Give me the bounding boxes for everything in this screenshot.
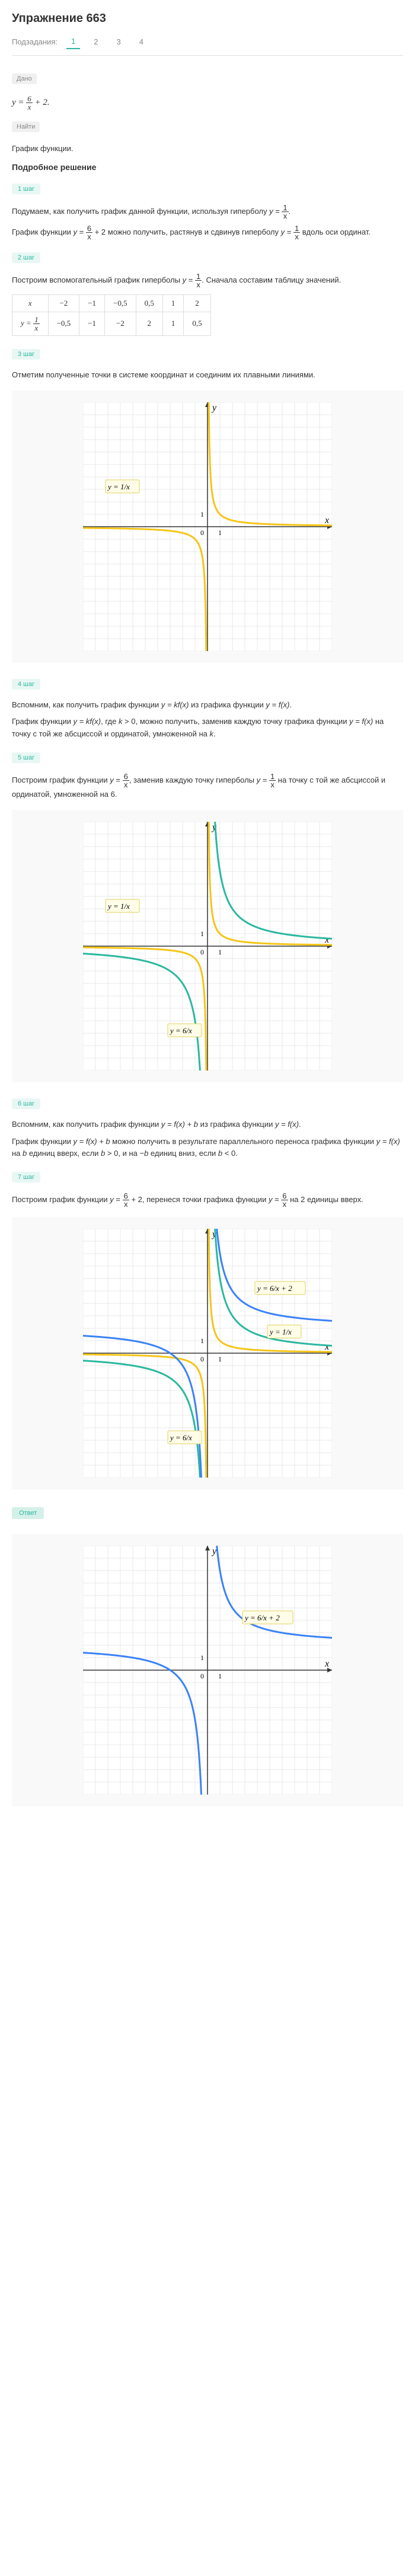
svg-text:y: y: [211, 1546, 217, 1556]
svg-text:1: 1: [218, 1672, 222, 1680]
graph-3: xy011y = 6/x + 2y = 1/xy = 6/x: [83, 1229, 332, 1478]
table-cell: −0,5: [105, 294, 136, 312]
svg-text:y = 6/x: y = 6/x: [169, 1433, 192, 1442]
table-row: x −2 −1 −0,5 0,5 1 2: [12, 294, 211, 312]
subtask-1[interactable]: 1: [66, 34, 80, 49]
svg-text:1: 1: [218, 1355, 222, 1363]
given-label: Дано: [12, 73, 37, 84]
svg-text:y = 6/x: y = 6/x: [169, 1026, 192, 1035]
svg-text:1: 1: [218, 528, 222, 537]
subtasks-nav: Подзадания: 1 2 3 4: [12, 34, 403, 56]
table-cell: 1: [162, 294, 184, 312]
svg-text:1: 1: [200, 1337, 204, 1345]
subtask-2[interactable]: 2: [89, 35, 103, 49]
step-4-text: Вспомним, как получить график функции y …: [12, 699, 403, 712]
given-formula: y = 6x + 2.: [12, 95, 403, 111]
graph-answer: x y 0 1 1 y = 6/x + 2: [83, 1546, 332, 1795]
table-row: y = 1x −0,5 −1 −2 2 1 0,5: [12, 312, 211, 335]
step-2-text: Построим вспомогательный график гипербол…: [12, 273, 403, 289]
find-text: График функции.: [12, 143, 403, 155]
svg-text:x: x: [324, 515, 329, 526]
svg-text:1: 1: [200, 1654, 204, 1662]
graph-1: x y 0 1 1 y = 1/x: [83, 402, 332, 651]
step-1-text: Подумаем, как получить график данной фун…: [12, 204, 403, 220]
step-6-text2: График функции y = f(x) + b можно получи…: [12, 1136, 403, 1161]
step-5-badge: 5 шаг: [12, 752, 40, 763]
svg-text:x: x: [324, 935, 329, 945]
graph-answer-wrap: x y 0 1 1 y = 6/x + 2: [12, 1534, 403, 1806]
step-2-badge: 2 шаг: [12, 252, 40, 263]
table-cell: 2: [184, 294, 210, 312]
step-1-text2: График функции y = 6x + 2 можно получить…: [12, 225, 403, 241]
svg-text:y = 6/x + 2: y = 6/x + 2: [256, 1284, 292, 1293]
svg-text:y = 6/x + 2: y = 6/x + 2: [244, 1613, 280, 1622]
graph-2: xy011y = 1/xy = 6/x: [83, 822, 332, 1071]
table-cell: 0,5: [136, 294, 162, 312]
svg-text:1: 1: [200, 930, 204, 938]
svg-text:0: 0: [200, 1355, 204, 1363]
step-7-text: Построим график функции y = 6x + 2, пере…: [12, 1192, 403, 1208]
svg-text:x: x: [324, 1342, 329, 1352]
svg-text:y: y: [211, 403, 217, 413]
find-label: Найти: [12, 121, 40, 132]
subtask-4[interactable]: 4: [135, 35, 148, 49]
table-cell: −1: [79, 312, 105, 335]
solution-heading: Подробное решение: [12, 162, 403, 172]
svg-text:0: 0: [200, 528, 204, 537]
table-cell: 1: [162, 312, 184, 335]
step-3-badge: 3 шаг: [12, 349, 40, 360]
svg-text:y = 1/x: y = 1/x: [107, 902, 130, 911]
answer-label: Ответ: [12, 1507, 44, 1519]
subtask-3[interactable]: 3: [111, 35, 125, 49]
step-3-text: Отметим полученные точки в системе коорд…: [12, 369, 403, 382]
values-table: x −2 −1 −0,5 0,5 1 2 y = 1x −0,5 −1 −2 2…: [12, 294, 211, 336]
step-6-badge: 6 шаг: [12, 1098, 40, 1109]
table-cell: x: [12, 294, 49, 312]
table-cell: −2: [48, 294, 79, 312]
step-6-text: Вспомним, как получить график функции y …: [12, 1119, 403, 1131]
svg-text:y = 1/x: y = 1/x: [269, 1328, 292, 1337]
table-cell: −1: [79, 294, 105, 312]
svg-text:y = 1/x: y = 1/x: [107, 482, 130, 491]
step-7-badge: 7 шаг: [12, 1172, 40, 1183]
step-4-text2: График функции y = kf(x), где k > 0, мож…: [12, 716, 403, 741]
step-5-text: Построим график функции y = 6x, заменив …: [12, 773, 403, 801]
svg-text:1: 1: [218, 948, 222, 956]
step-1-badge: 1 шаг: [12, 184, 40, 194]
table-cell: 2: [136, 312, 162, 335]
graph-2-wrap: xy011y = 1/xy = 6/x: [12, 810, 403, 1082]
svg-text:1: 1: [200, 510, 204, 518]
svg-text:0: 0: [200, 1672, 204, 1680]
table-cell: 0,5: [184, 312, 210, 335]
table-cell: −2: [105, 312, 136, 335]
subtasks-label: Подзадания:: [12, 37, 58, 46]
step-4-badge: 4 шаг: [12, 679, 40, 690]
graph-1-wrap: x y 0 1 1 y = 1/x: [12, 390, 403, 663]
graph-3-wrap: xy011y = 6/x + 2y = 1/xy = 6/x: [12, 1217, 403, 1489]
svg-text:0: 0: [200, 948, 204, 956]
page-title: Упражнение 663: [12, 12, 403, 25]
svg-text:x: x: [324, 1659, 329, 1669]
table-cell: −0,5: [48, 312, 79, 335]
table-cell: y = 1x: [12, 312, 49, 335]
